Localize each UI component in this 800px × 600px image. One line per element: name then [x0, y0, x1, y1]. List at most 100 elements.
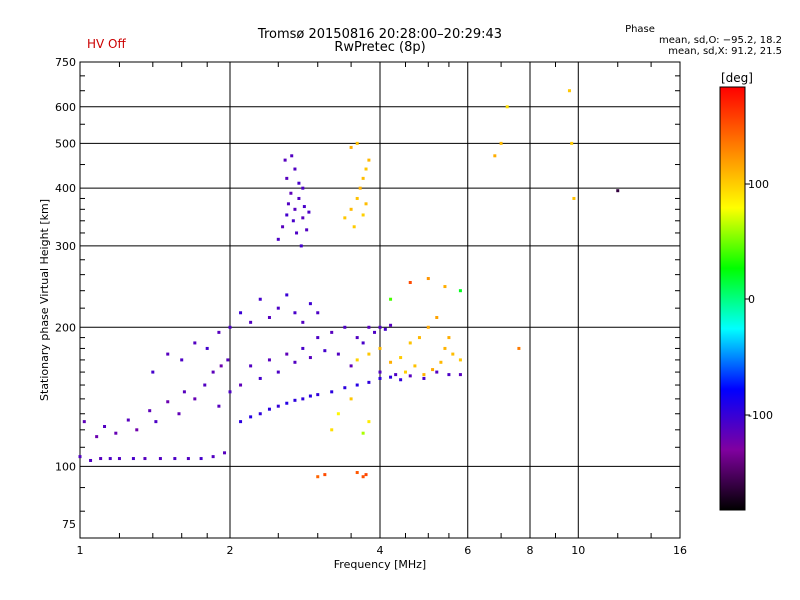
- data-point: [281, 225, 285, 229]
- data-points: [78, 89, 620, 479]
- data-point: [383, 327, 387, 331]
- data-point: [285, 213, 289, 217]
- data-point: [158, 457, 162, 461]
- data-point: [154, 420, 158, 424]
- data-point: [173, 457, 177, 461]
- data-point: [364, 202, 368, 206]
- data-point: [323, 473, 327, 477]
- data-point: [570, 141, 574, 145]
- data-point: [249, 415, 253, 419]
- data-point: [403, 370, 407, 374]
- data-point: [177, 412, 181, 416]
- data-point: [258, 297, 262, 301]
- data-point: [373, 330, 377, 334]
- data-point: [336, 412, 340, 416]
- data-point: [349, 207, 353, 211]
- data-point: [239, 383, 243, 387]
- data-point: [367, 380, 371, 384]
- data-point: [355, 336, 359, 340]
- y-tick-label: 400: [55, 182, 76, 195]
- data-point: [567, 89, 571, 93]
- data-point: [186, 457, 190, 461]
- data-point: [299, 244, 303, 248]
- x-tick-label: 1: [77, 544, 84, 557]
- data-point: [151, 370, 155, 374]
- data-point: [103, 425, 107, 429]
- data-point: [301, 346, 305, 350]
- data-point: [349, 145, 353, 149]
- data-point: [293, 311, 297, 315]
- colorbar-tick-label: -100: [748, 409, 773, 422]
- data-point: [316, 393, 320, 397]
- data-point: [286, 202, 290, 206]
- data-point: [301, 216, 305, 220]
- data-point: [78, 455, 82, 459]
- data-point: [267, 358, 271, 362]
- y-tick-labels: 75 100 200 300 400 500 600 750: [55, 56, 76, 531]
- data-point: [505, 105, 509, 109]
- data-point: [316, 475, 320, 479]
- data-point: [367, 158, 371, 162]
- data-point: [267, 407, 271, 411]
- data-point: [330, 390, 334, 394]
- data-point: [389, 360, 393, 364]
- data-point: [343, 325, 347, 329]
- data-point: [293, 207, 297, 211]
- data-point: [182, 390, 186, 394]
- y-tick-label: 200: [55, 321, 76, 334]
- data-point: [276, 404, 280, 408]
- data-point: [367, 325, 371, 329]
- data-point: [126, 418, 130, 422]
- y-tick-label: 750: [55, 56, 76, 69]
- data-point: [355, 358, 359, 362]
- x-tick-label: 16: [673, 544, 687, 557]
- colorbar-tick-label: 0: [748, 293, 755, 306]
- data-point: [458, 289, 462, 293]
- data-point: [435, 315, 439, 319]
- data-point: [399, 378, 403, 382]
- data-point: [239, 420, 243, 424]
- phase-stats-heading: Phase: [625, 24, 655, 35]
- data-point: [258, 376, 262, 380]
- data-point: [308, 394, 312, 398]
- data-point: [285, 352, 289, 356]
- data-point: [361, 176, 365, 180]
- data-point: [267, 315, 271, 319]
- data-point: [451, 352, 455, 356]
- data-point: [143, 457, 147, 461]
- data-point: [166, 352, 170, 356]
- data-point: [82, 420, 86, 424]
- data-point: [307, 210, 311, 214]
- data-point: [361, 213, 365, 217]
- data-point: [193, 341, 197, 345]
- data-point: [417, 336, 421, 340]
- data-point: [108, 457, 112, 461]
- phase-stats-o: mean, sd,O: −95.2, 18.2: [659, 35, 782, 46]
- x-tick-label: 2: [227, 544, 234, 557]
- data-point: [443, 346, 447, 350]
- data-point: [330, 428, 334, 432]
- data-point: [389, 375, 393, 379]
- data-point: [258, 412, 262, 416]
- data-point: [389, 323, 393, 327]
- data-point: [399, 356, 403, 360]
- data-point: [367, 352, 371, 356]
- data-point: [343, 216, 347, 220]
- data-point: [426, 325, 430, 329]
- data-point: [499, 141, 503, 145]
- data-point: [276, 370, 280, 374]
- data-point: [219, 364, 223, 368]
- data-point: [458, 358, 462, 362]
- data-point: [193, 397, 197, 401]
- data-point: [439, 360, 443, 364]
- data-point: [435, 370, 439, 374]
- data-point: [276, 306, 280, 310]
- data-point: [285, 176, 289, 180]
- data-point: [422, 376, 426, 380]
- data-point: [355, 383, 359, 387]
- data-point: [295, 231, 299, 235]
- data-point: [283, 158, 287, 162]
- data-point: [217, 404, 221, 408]
- data-point: [114, 431, 118, 435]
- colorbar-tick-label: 100: [748, 178, 769, 191]
